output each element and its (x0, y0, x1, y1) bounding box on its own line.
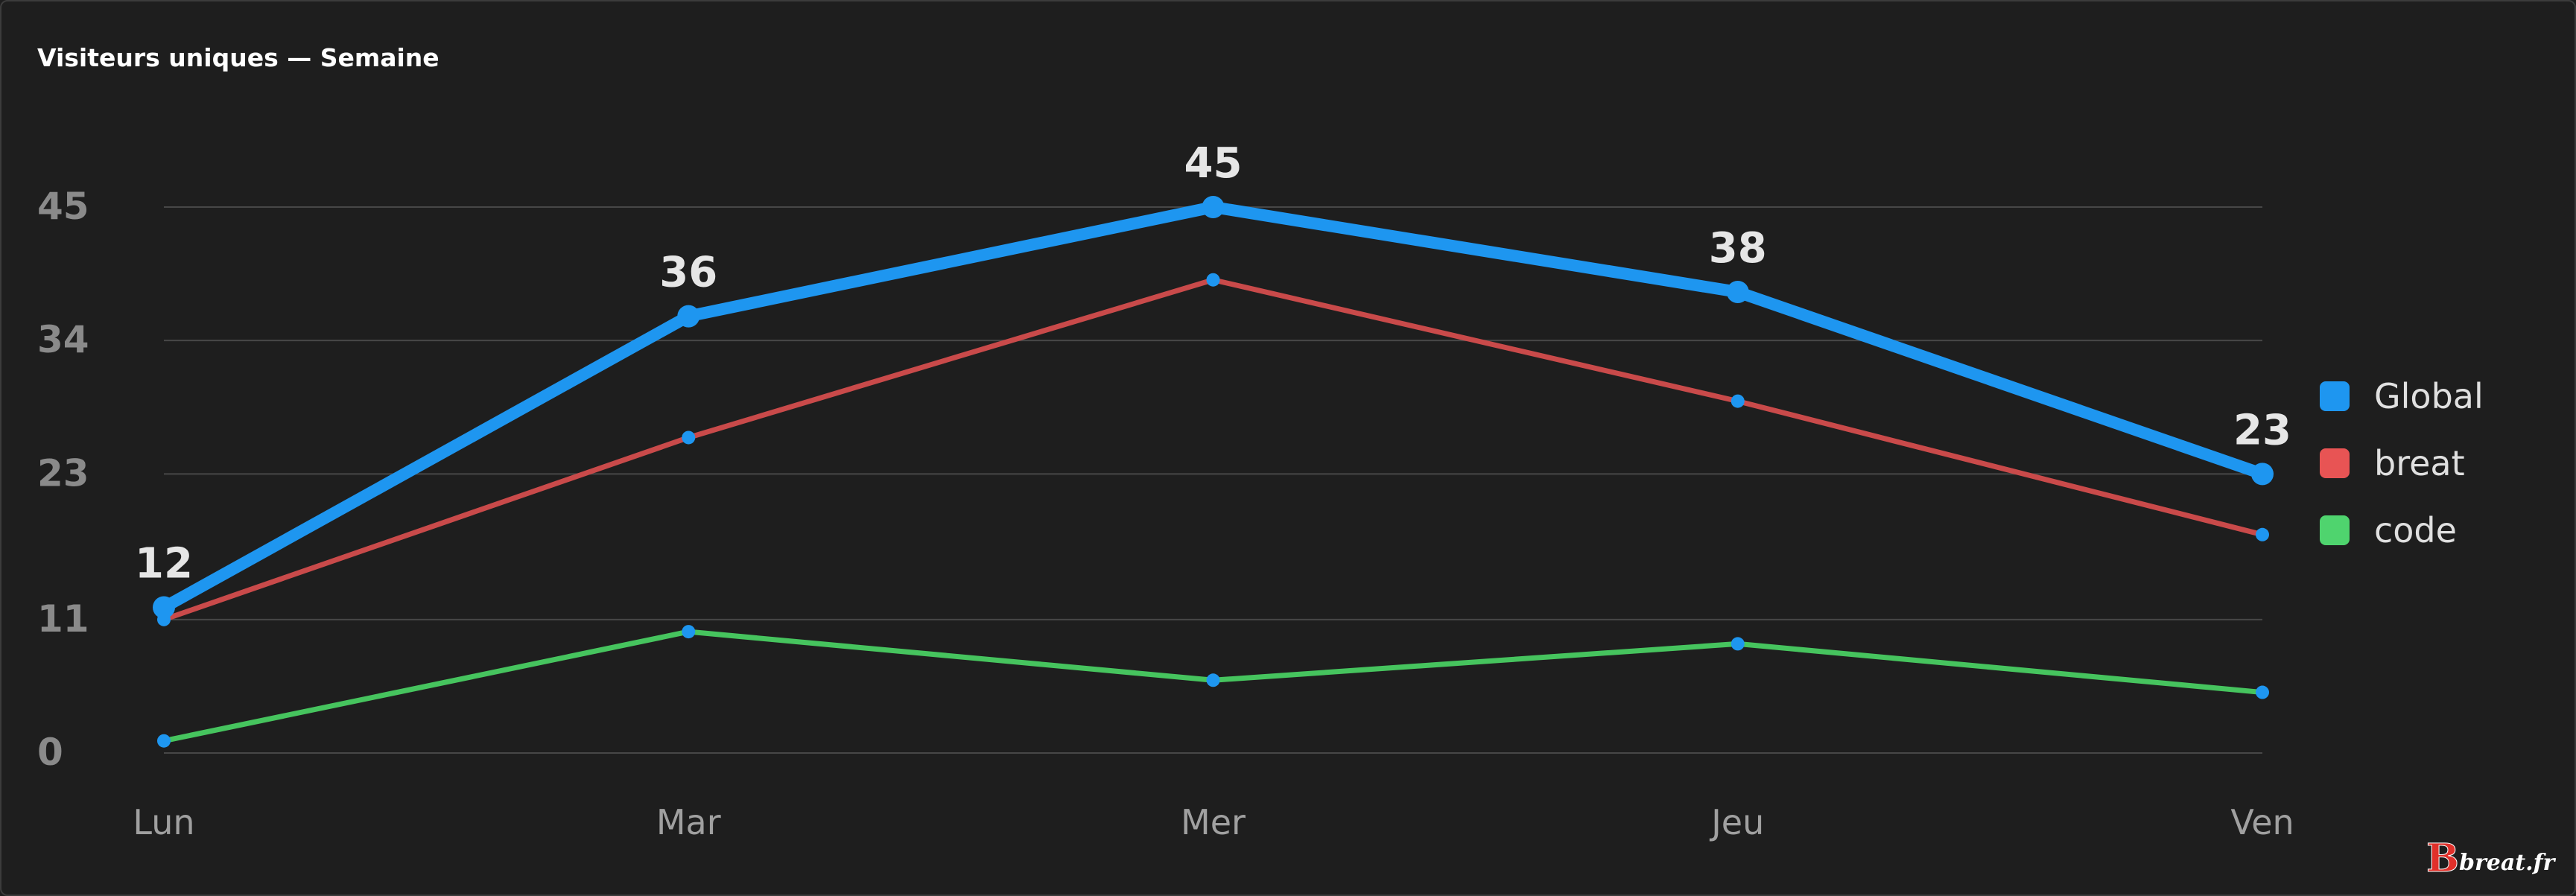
data-point-breat (2256, 527, 2269, 541)
x-tick-label: Mar (656, 802, 721, 842)
data-label: 23 (2233, 406, 2291, 454)
watermark-logo: B breat.fr (2426, 837, 2557, 882)
data-label: 45 (1184, 139, 1243, 188)
series-line-global (158, 201, 2268, 614)
data-label: 38 (1709, 224, 1767, 273)
legend-label-code: code (2374, 510, 2457, 550)
data-point-global (153, 596, 175, 619)
data-point-breat (1730, 394, 1745, 408)
watermark-text: breat.fr (2459, 850, 2557, 876)
data-point-global (1726, 281, 1749, 304)
data-label: 12 (135, 540, 193, 588)
legend-label-breat: breat (2374, 443, 2465, 483)
data-label: 36 (659, 249, 717, 297)
y-tick-label: 0 (37, 731, 63, 774)
data-point-global (677, 305, 700, 328)
x-tick-label: Jeu (1709, 802, 1764, 842)
series-line-breat (161, 277, 2265, 623)
y-tick-label: 23 (37, 451, 89, 495)
legend-swatch-breat (2320, 448, 2350, 478)
watermark-letter: B (2426, 837, 2459, 881)
data-point-breat (682, 430, 696, 445)
data-point-code (682, 625, 696, 639)
chart-title: Visiteurs uniques — Semaine (37, 43, 440, 72)
x-tick-label: Mer (1181, 802, 1246, 842)
legend-swatch-global (2320, 381, 2350, 411)
legend-label-global: Global (2374, 376, 2484, 416)
y-tick-label: 45 (37, 185, 89, 228)
x-tick-label: Ven (2230, 802, 2294, 842)
data-point-code (157, 734, 171, 748)
data-point-code (1206, 673, 1220, 687)
data-point-global (1202, 196, 1225, 218)
x-tick-label: Lun (133, 802, 194, 842)
data-point-global (2251, 463, 2274, 486)
data-point-code (2256, 685, 2269, 699)
legend-swatch-code (2320, 515, 2350, 545)
data-point-breat (1206, 273, 1220, 287)
y-tick-label: 11 (37, 597, 89, 641)
y-tick-label: 34 (37, 318, 89, 361)
data-point-code (1730, 637, 1745, 651)
